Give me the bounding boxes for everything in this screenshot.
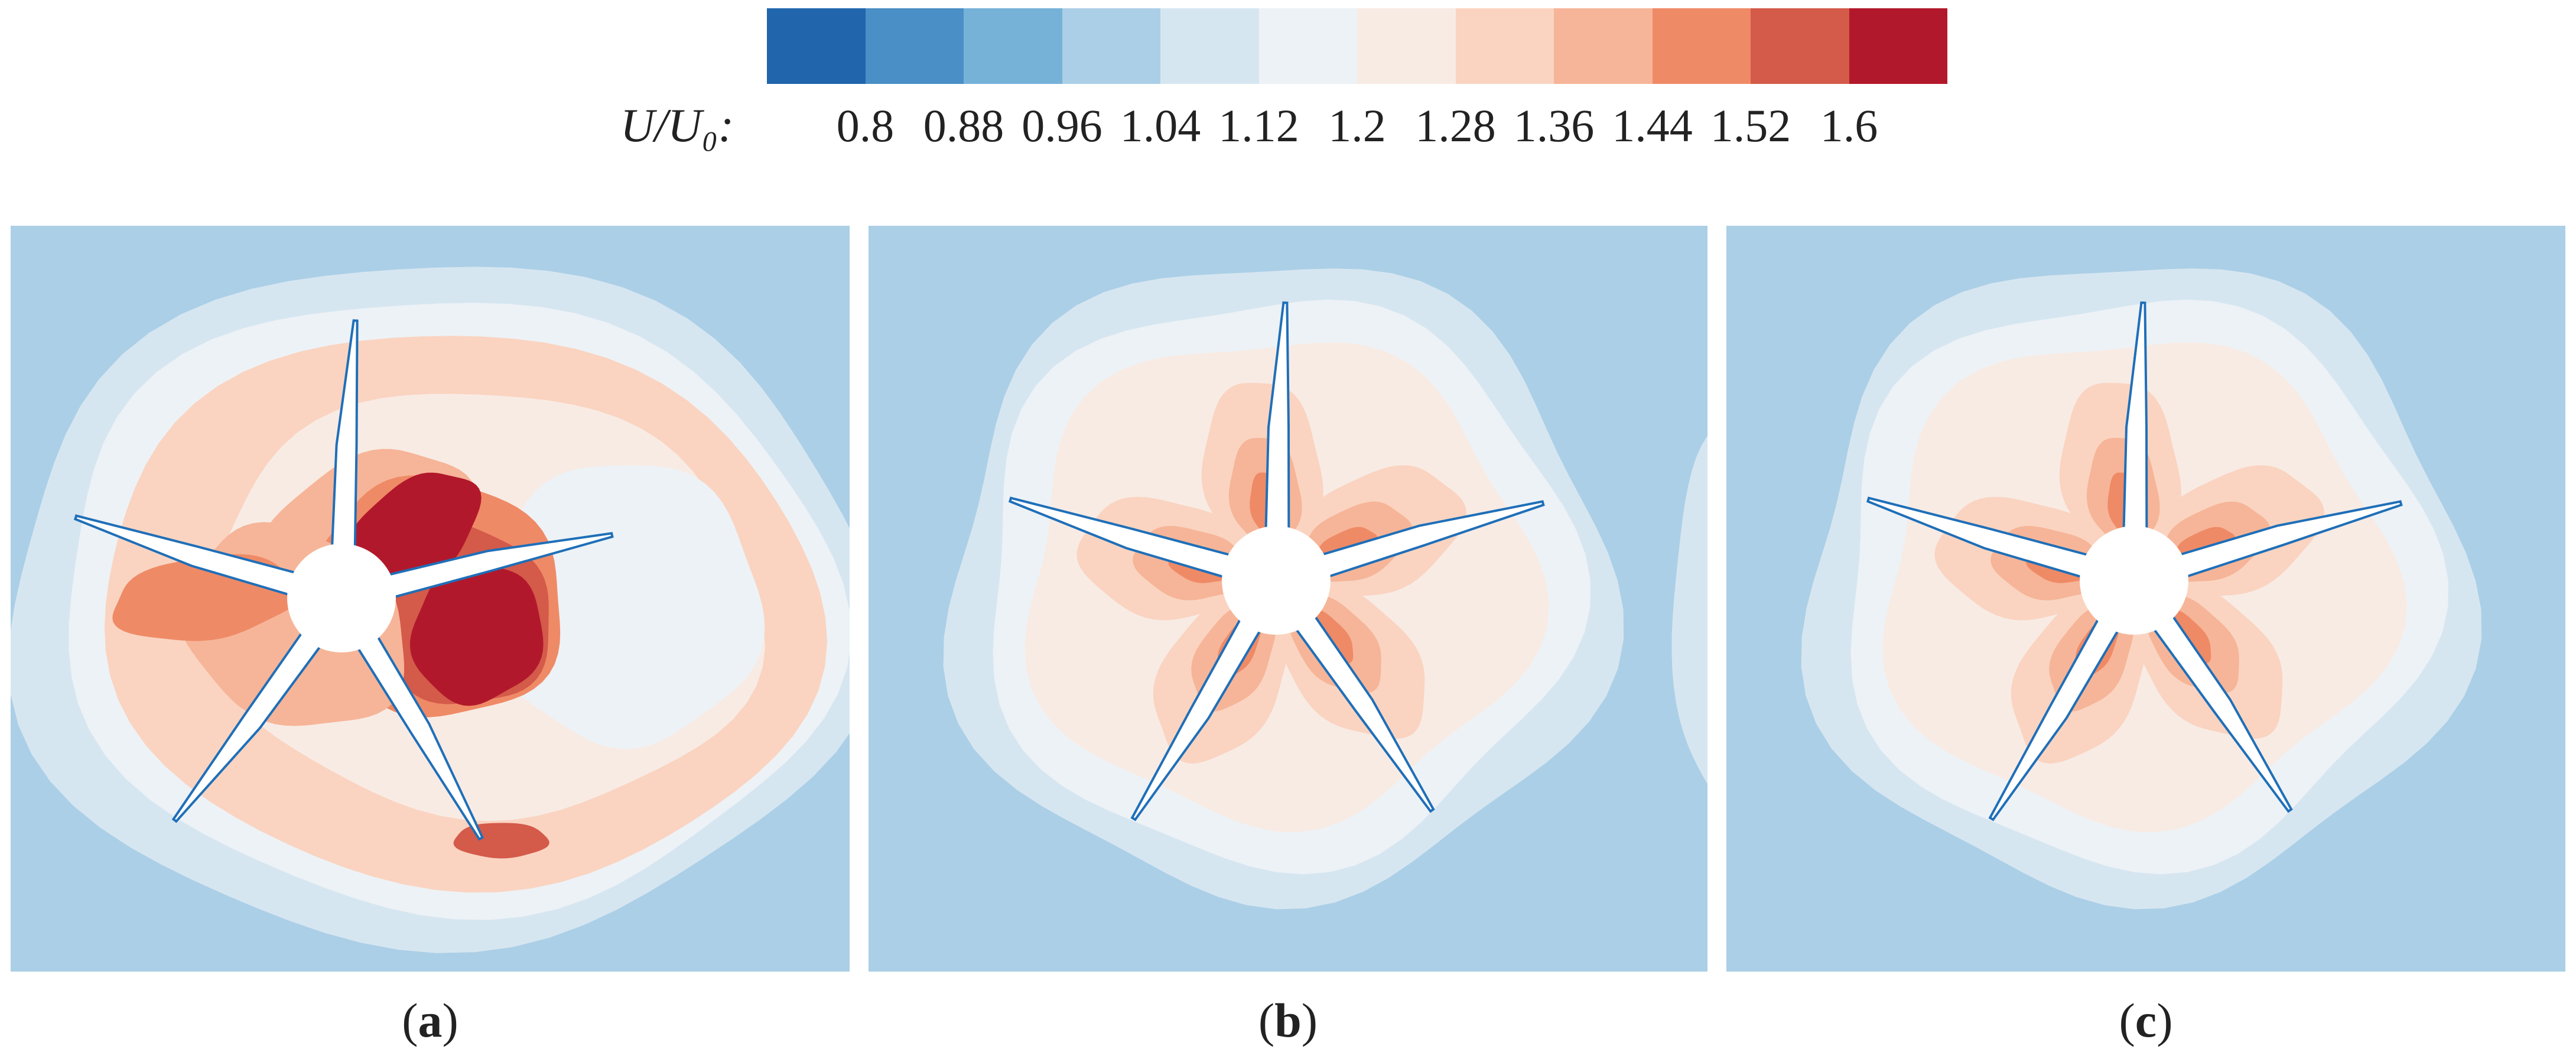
turbine-blade — [1868, 498, 2115, 585]
turbine-blade — [2153, 501, 2402, 586]
colorbar-tick-label: 0.88 — [923, 100, 1004, 151]
colorbar-swatch — [1652, 8, 1751, 84]
colorbar-tick-label: 1.52 — [1710, 100, 1791, 151]
turbine-blade — [331, 320, 357, 576]
turbine-blade — [1265, 303, 1289, 557]
panel-a-contour — [11, 226, 850, 972]
turbine-blade — [343, 612, 483, 839]
colorbar-tick-label: 0.8 — [836, 100, 895, 151]
turbine-blade — [75, 515, 323, 603]
colorbar-swatch — [1357, 8, 1456, 84]
caption-b: (b) — [1258, 993, 1318, 1047]
panel-a-svg — [11, 226, 850, 972]
colorbar — [767, 8, 1947, 84]
colorbar-tick-label: 1.28 — [1415, 100, 1496, 151]
caption-c: (c) — [2119, 993, 2173, 1047]
colorbar-tick-label: 1.12 — [1218, 100, 1299, 151]
turbine-blade — [1132, 595, 1274, 820]
panel-c-contour — [1726, 226, 2565, 972]
contour-level — [410, 564, 544, 706]
turbine-hub — [2080, 526, 2188, 635]
turbine-blade — [1295, 501, 1544, 586]
colorbar-swatch — [865, 8, 964, 84]
colorbar-swatch — [1062, 8, 1160, 84]
colorbar-swatch — [1554, 8, 1653, 84]
colorbar-swatch — [1751, 8, 1849, 84]
colorbar-tick-label: 0.96 — [1022, 100, 1102, 151]
colorbar-swatch — [1160, 8, 1259, 84]
turbine-hub — [287, 544, 396, 652]
contour-level — [1671, 436, 1707, 784]
turbine-blade — [1990, 595, 2132, 820]
turbine-blade — [173, 609, 337, 821]
turbine-blade — [362, 533, 613, 605]
colorbar-swatch — [767, 8, 866, 84]
colorbar-swatch — [1455, 8, 1554, 84]
colorbar-label: U/U₀: — [620, 100, 734, 152]
turbine-hub — [1222, 526, 1331, 635]
caption-a: (a) — [402, 993, 458, 1047]
panel-c-svg — [1726, 226, 2565, 972]
turbine-blade — [2123, 303, 2147, 557]
colorbar-tick-label: 1.36 — [1513, 100, 1595, 151]
colorbar-ticks: 0.8 0.88 0.96 1.04 1.12 1.2 1.28 1.36 1.44 1.52 1.… — [0, 99, 2576, 164]
colorbar-swatch — [964, 8, 1062, 84]
contour-level — [486, 465, 765, 749]
turbine-blade — [1279, 593, 1434, 811]
turbine-blade — [1010, 498, 1257, 585]
colorbar-tick-label: 1.6 — [1820, 100, 1878, 151]
colorbar-swatch — [1258, 8, 1357, 84]
colorbar-tick-label: 1.44 — [1612, 100, 1693, 151]
panel-b-contour — [869, 226, 1707, 972]
turbine-blade — [2137, 593, 2292, 811]
panel-b-svg — [869, 226, 1707, 972]
colorbar-tick-label: 1.2 — [1328, 100, 1386, 151]
colorbar-swatch — [1849, 8, 1947, 84]
colorbar-tick-label: 1.04 — [1120, 100, 1201, 151]
